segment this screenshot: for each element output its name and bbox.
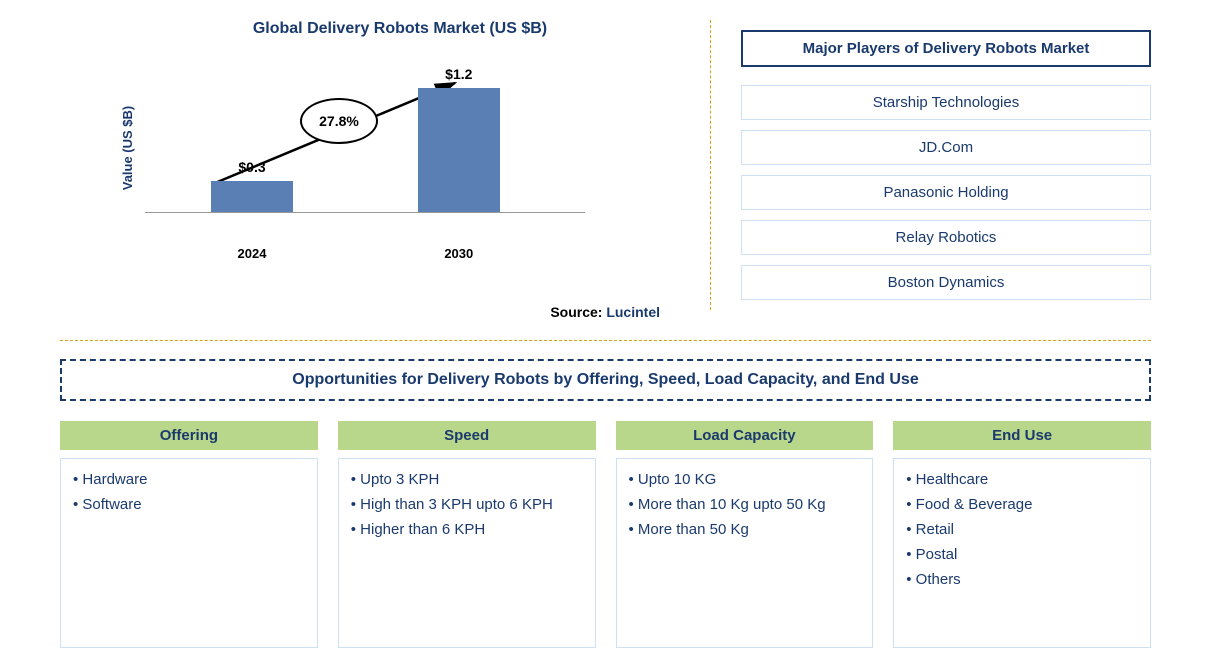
players-list: Starship Technologies JD.Com Panasonic Hol…: [741, 85, 1151, 300]
players-title: Major Players of Delivery Robots Market: [741, 30, 1151, 67]
category-body: • Upto 10 KG • More than 10 Kg upto 50 Kg…: [616, 458, 874, 648]
category-item: • Upto 10 KG: [629, 471, 861, 488]
top-section: Global Delivery Robots Market (US $B) Va…: [60, 20, 1151, 330]
category-column: Offering • Hardware • Software: [60, 421, 318, 648]
category-body: • Upto 3 KPH • High than 3 KPH upto 6 KPH…: [338, 458, 596, 648]
player-item: Relay Robotics: [741, 220, 1151, 255]
categories-row: Offering • Hardware • Software Speed • Upto …: [60, 421, 1151, 648]
players-area: Major Players of Delivery Robots Market …: [741, 20, 1151, 330]
category-header: Offering: [60, 421, 318, 450]
x-axis-tick-label: 2024: [211, 246, 293, 261]
chart-source: Source: Lucintel: [550, 304, 660, 320]
category-header: Speed: [338, 421, 596, 450]
player-item: JD.Com: [741, 130, 1151, 165]
chart-bar: $0.3: [211, 181, 293, 212]
category-item: • Upto 3 KPH: [351, 471, 583, 488]
vertical-divider: [710, 20, 711, 310]
category-item: • More than 10 Kg upto 50 Kg: [629, 496, 861, 513]
chart-area: Global Delivery Robots Market (US $B) Va…: [60, 20, 680, 330]
category-item: • Retail: [906, 521, 1138, 538]
y-axis-label: Value (US $B): [120, 106, 135, 191]
category-item: • Software: [73, 496, 305, 513]
category-item: • High than 3 KPH upto 6 KPH: [351, 496, 583, 513]
player-item: Starship Technologies: [741, 85, 1151, 120]
chart-body: Value (US $B) 27.8% $0.3$1.2 20242030: [120, 58, 680, 238]
category-item: • Hardware: [73, 471, 305, 488]
category-column: End Use • Healthcare • Food & Beverage • Re…: [893, 421, 1151, 648]
category-header: End Use: [893, 421, 1151, 450]
opportunities-title: Opportunities for Delivery Robots by Off…: [60, 359, 1151, 401]
source-name: Lucintel: [606, 304, 660, 320]
player-item: Boston Dynamics: [741, 265, 1151, 300]
category-body: • Healthcare • Food & Beverage • Retail • P…: [893, 458, 1151, 648]
x-axis-tick-label: 2030: [418, 246, 500, 261]
chart-title: Global Delivery Robots Market (US $B): [60, 20, 680, 38]
category-column: Speed • Upto 3 KPH • High than 3 KPH upto …: [338, 421, 596, 648]
horizontal-divider: [60, 340, 1151, 341]
growth-rate-label: 27.8%: [319, 113, 359, 129]
category-item: • Others: [906, 571, 1138, 588]
growth-rate-ellipse: 27.8%: [300, 98, 378, 144]
category-column: Load Capacity • Upto 10 KG • More than 10 …: [616, 421, 874, 648]
player-item: Panasonic Holding: [741, 175, 1151, 210]
category-item: • Higher than 6 KPH: [351, 521, 583, 538]
category-item: • Food & Beverage: [906, 496, 1138, 513]
chart-bar: $1.2: [418, 88, 500, 212]
category-item: • Healthcare: [906, 471, 1138, 488]
bar-value-label: $1.2: [418, 66, 500, 82]
source-prefix: Source:: [550, 304, 606, 320]
category-item: • Postal: [906, 546, 1138, 563]
chart-plot: 27.8% $0.3 $1.2: [145, 68, 585, 213]
category-item: • More than 50 Kg: [629, 521, 861, 538]
category-body: • Hardware • Software: [60, 458, 318, 648]
bar-value-label: $0.3: [211, 159, 293, 175]
category-header: Load Capacity: [616, 421, 874, 450]
